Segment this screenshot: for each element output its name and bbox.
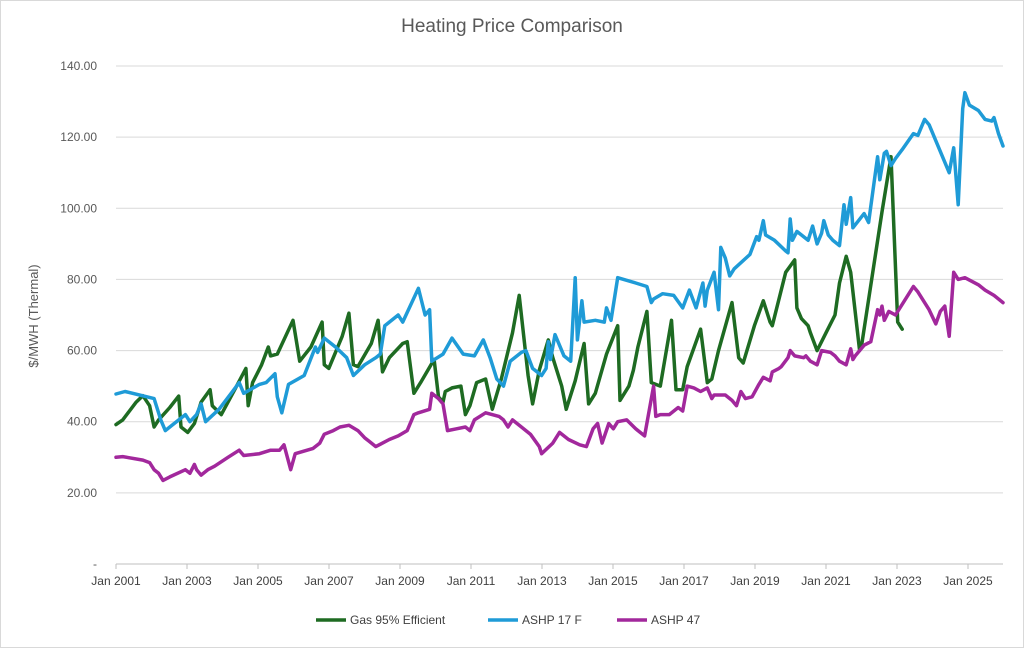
x-tick-label: Jan 2007 <box>304 574 354 588</box>
y-axis-label: $/MWH (Thermal) <box>26 264 41 367</box>
series-lines <box>114 90 1005 483</box>
y-tick-label: 60.00 <box>67 344 97 358</box>
x-tick-label: Jan 2025 <box>943 574 993 588</box>
x-tick-label: Jan 2003 <box>162 574 212 588</box>
x-tick-label: Jan 2011 <box>447 574 496 588</box>
series-line-2 <box>114 90 1005 433</box>
legend-label: Gas 95% Efficient <box>350 613 446 627</box>
legend-label: ASHP 17 F <box>522 613 582 627</box>
x-tick-label: Jan 2021 <box>801 574 851 588</box>
y-tick-label: 80.00 <box>67 272 97 286</box>
y-tick-label: 120.00 <box>60 130 97 144</box>
x-tick-label: Jan 2013 <box>517 574 567 588</box>
y-tick-label: - <box>93 557 97 571</box>
series-line-1 <box>114 154 904 435</box>
legend-label: ASHP 47 <box>651 613 700 627</box>
x-tick-label: Jan 2017 <box>659 574 709 588</box>
chart-title: Heating Price Comparison <box>401 16 623 37</box>
y-tick-label: 20.00 <box>67 486 97 500</box>
x-tick-label: Jan 2005 <box>233 574 283 588</box>
x-tick-label: Jan 2019 <box>730 574 780 588</box>
x-tick-label: Jan 2001 <box>91 574 141 588</box>
legend: Gas 95% Efficient ASHP 17 F ASHP 47 <box>316 613 700 627</box>
y-tick-label: 140.00 <box>60 59 97 73</box>
x-tick-label: Jan 2023 <box>872 574 922 588</box>
x-tick-labels: Jan 2001 Jan 2003 Jan 2005 Jan 2007 Jan 2009… <box>91 564 993 588</box>
gridlines <box>116 65 1003 565</box>
x-tick-label: Jan 2009 <box>375 574 425 588</box>
series-line-3 <box>114 270 1005 483</box>
y-tick-labels: - 20.00 40.00 60.00 80.00 100.00 120.00 140.00 <box>60 59 97 571</box>
x-tick-label: Jan 2015 <box>588 574 638 588</box>
y-tick-label: 40.00 <box>67 415 97 429</box>
y-tick-label: 100.00 <box>60 201 97 215</box>
